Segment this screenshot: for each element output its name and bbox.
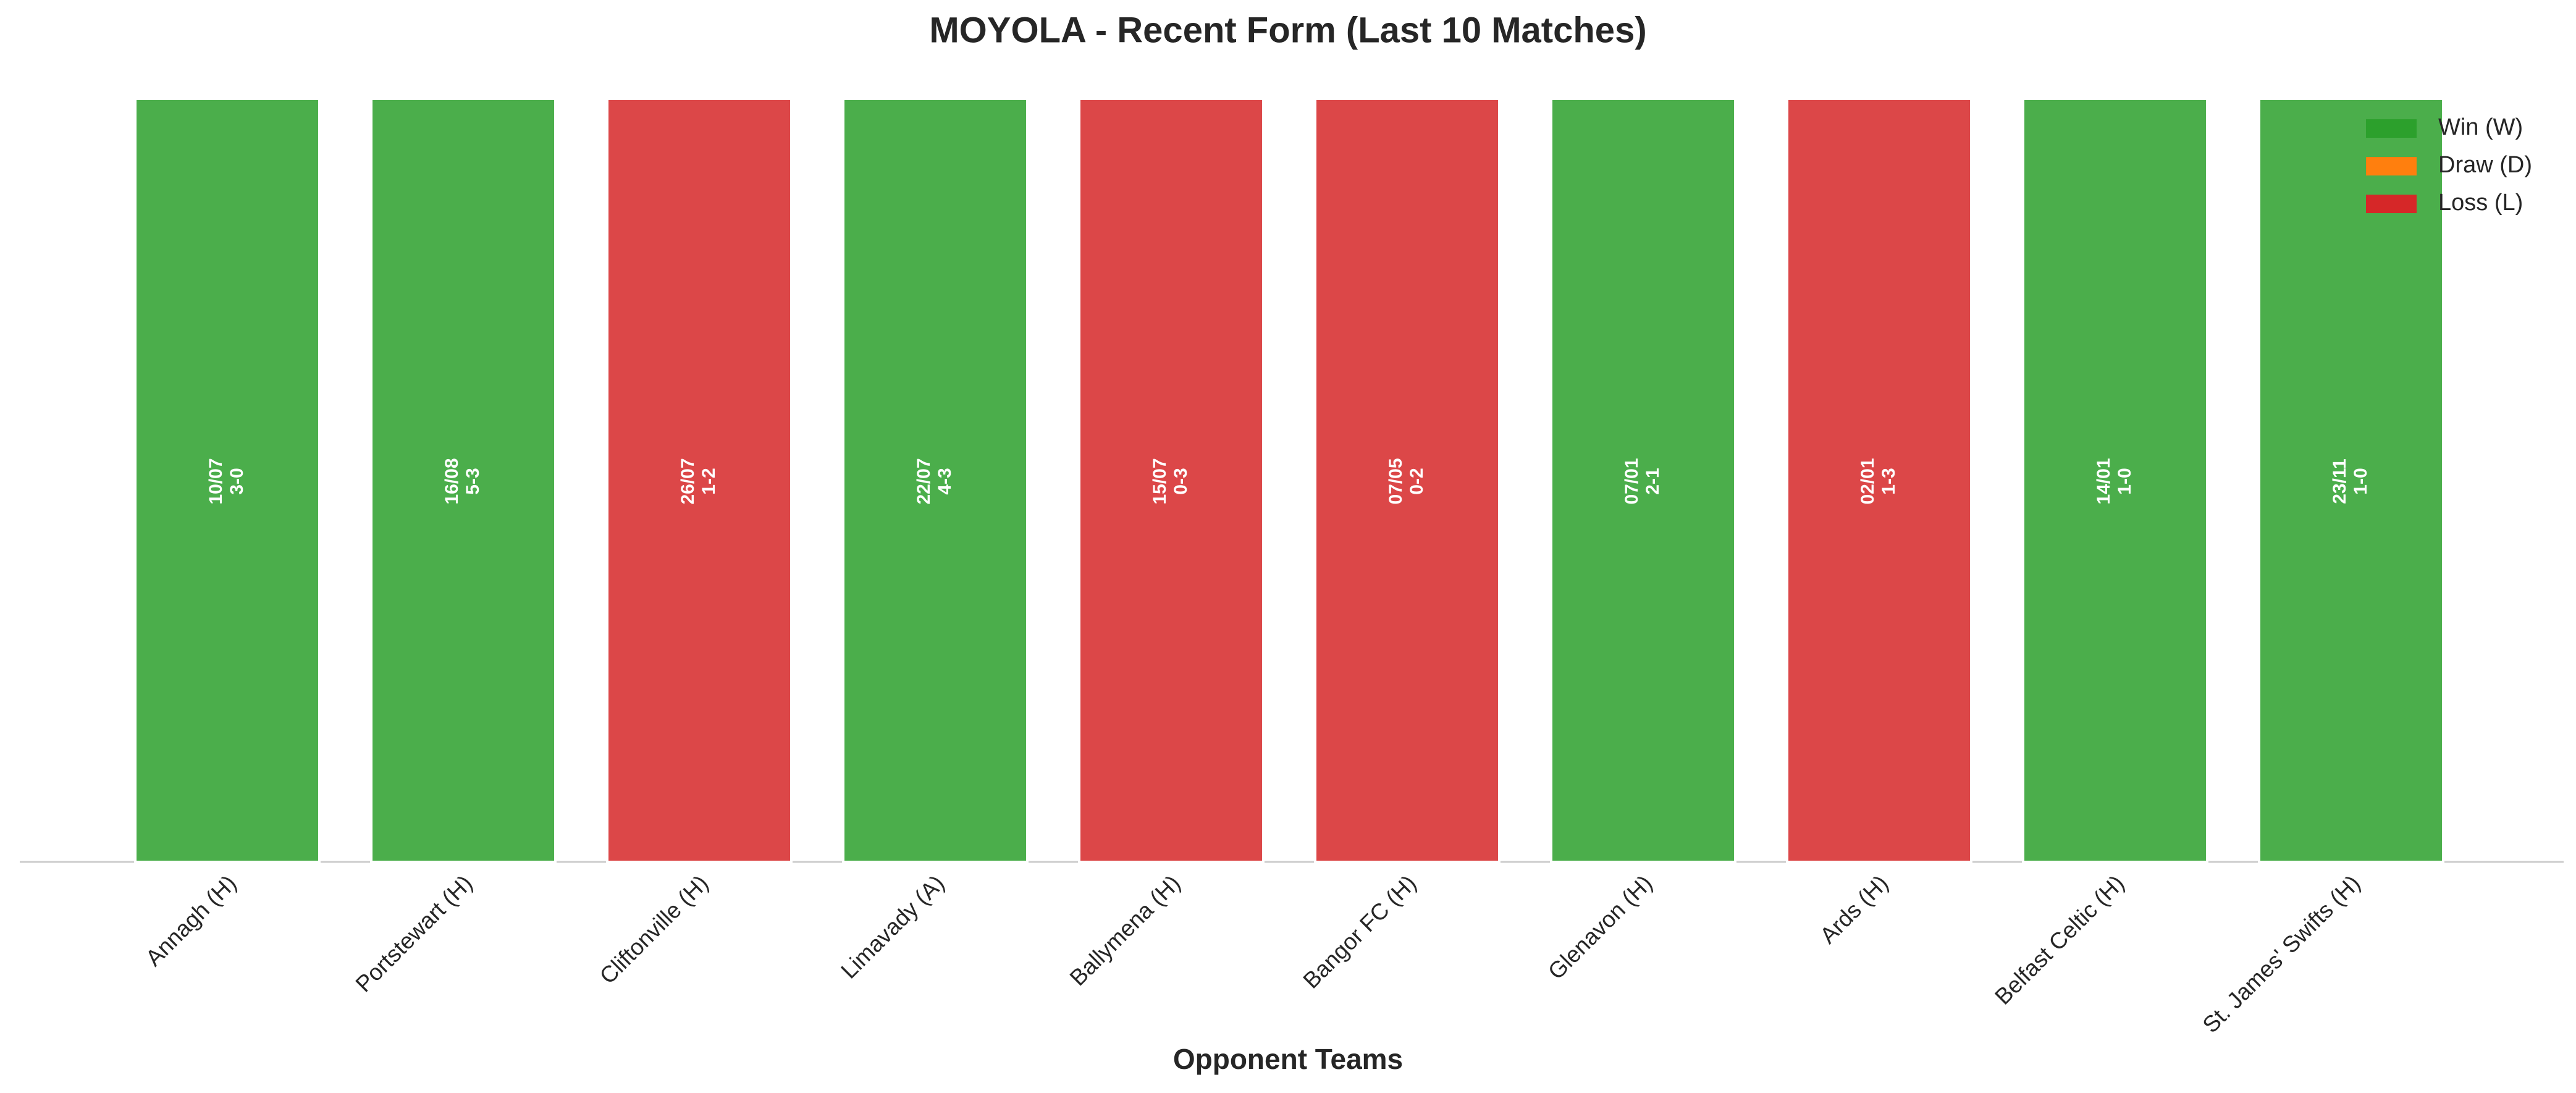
bar-score-label: 1-2: [699, 468, 719, 494]
bar-score-label: 5-3: [463, 468, 483, 494]
bar-score-label: 3-0: [227, 468, 247, 494]
x-tick-label: Limavady (A): [836, 871, 949, 984]
bar: [606, 98, 793, 863]
x-tick-label: Bangor FC (H): [1298, 871, 1421, 994]
bar-score-label: 0-3: [1171, 468, 1191, 494]
bar: [2258, 98, 2444, 863]
bar-score-label: 0-2: [1407, 468, 1427, 494]
bar-date-label: 10/07: [206, 458, 226, 504]
bar: [370, 98, 557, 863]
bar-score-label: 2-1: [1643, 468, 1663, 494]
x-tick-label: Glenavon (H): [1543, 871, 1657, 985]
bar: [2022, 98, 2208, 863]
bar: [1314, 98, 1501, 863]
bar-date-label: 15/07: [1150, 458, 1170, 504]
bar-score-label: 1-0: [2115, 468, 2135, 494]
bar: [1078, 98, 1265, 863]
x-tick-label: Belfast Celtic (H): [1990, 871, 2129, 1010]
bar-score-label: 1-3: [1879, 468, 1899, 494]
bar-score-label: 1-0: [2351, 468, 2371, 494]
bar-date-label: 14/01: [2094, 458, 2114, 504]
bar: [134, 98, 321, 863]
bar-date-label: 22/07: [914, 458, 934, 504]
legend-swatch: [2366, 119, 2417, 138]
x-tick-label: Annagh (H): [141, 871, 242, 971]
bar-date-label: 07/01: [1622, 458, 1642, 504]
bar-date-label: 23/11: [2330, 458, 2350, 504]
x-tick-label: Ards (H): [1815, 871, 1893, 948]
x-tick-label: Portstewart (H): [351, 871, 478, 997]
bar-date-label: 16/08: [442, 458, 462, 504]
bar: [842, 98, 1029, 863]
legend-swatch: [2366, 157, 2417, 175]
legend-label: Draw (D): [2438, 152, 2532, 178]
x-tick-label: St. James' Swifts (H): [2198, 871, 2365, 1038]
bar: [1550, 98, 1736, 863]
x-axis-label: Opponent Teams: [1173, 1043, 1403, 1075]
bar-date-label: 26/07: [678, 458, 698, 504]
bar: [1786, 98, 1972, 863]
x-tick-label: Ballymena (H): [1065, 871, 1185, 991]
legend-label: Win (W): [2438, 114, 2523, 140]
bar-score-label: 4-3: [935, 468, 955, 494]
legend-label: Loss (L): [2438, 190, 2523, 216]
bar-date-label: 07/05: [1386, 458, 1406, 504]
legend-swatch: [2366, 195, 2417, 213]
x-tick-label: Cliftonville (H): [595, 871, 713, 989]
chart-title: MOYOLA - Recent Form (Last 10 Matches): [929, 10, 1646, 50]
bar-date-label: 02/01: [1858, 458, 1878, 504]
